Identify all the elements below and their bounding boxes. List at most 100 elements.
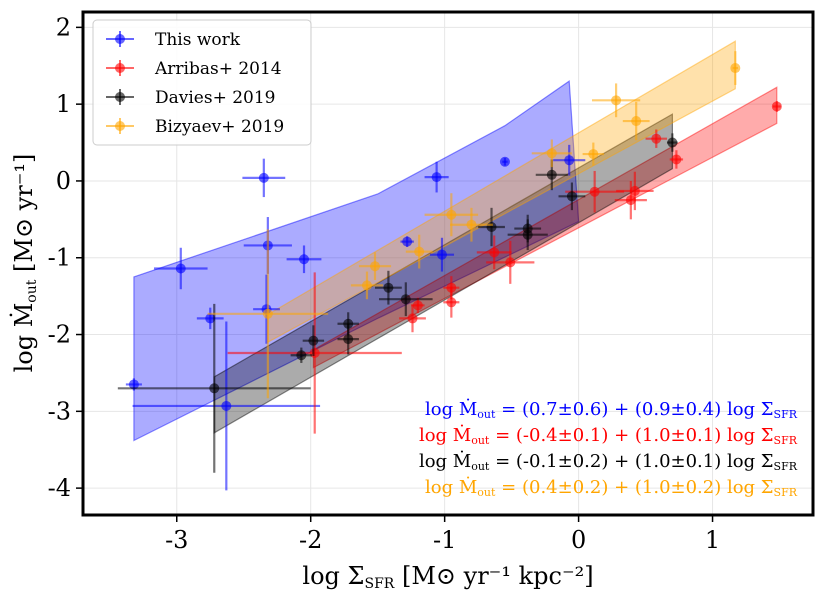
plot-frame <box>81 10 815 517</box>
data-point-davies-2019 <box>117 303 311 473</box>
legend-label-arribas: Arribas+ 2014 <box>154 59 282 79</box>
y-tick-label: 2 <box>56 13 71 41</box>
y-tick-label: 1 <box>56 90 71 118</box>
x-tick-label: 0 <box>571 526 586 554</box>
marker-bizyaev-2019 <box>446 209 457 220</box>
marker-this-work <box>431 172 442 183</box>
marker-bizyaev-2019 <box>730 63 741 74</box>
y-tick-label: 0 <box>56 167 71 195</box>
marker-davies-2019 <box>400 294 411 305</box>
data-point-this-work <box>153 247 208 290</box>
marker-this-work <box>499 156 510 167</box>
data-point-arribas-2014 <box>616 171 654 211</box>
marker-this-work <box>436 249 447 260</box>
fit-annotation-bizyaev-rhs: = (0.4±0.2) + (1.0±0.2) log Σ <box>495 477 773 498</box>
y-axis-label-unit: [M⊙ yr⁻¹] <box>10 154 38 280</box>
marker-davies-2019 <box>343 334 354 345</box>
data-point-bizyaev-2019 <box>582 142 605 166</box>
marker-arribas-2014 <box>489 247 500 258</box>
fit-annotation-bizyaev-lhs: log Ṁ <box>425 475 477 498</box>
legend: This work Arribas+ 2014 Davies+ 2019 Biz… <box>92 19 312 146</box>
marker-arribas-2014 <box>671 154 682 165</box>
y-axis-label-sub: out <box>24 279 40 302</box>
legend-marker-bizyaev-dot <box>115 121 125 131</box>
data-point-bizyaev-2019 <box>730 51 741 85</box>
data-point-arribas-2014 <box>669 150 684 169</box>
fit-annotations: log Ṁout = (0.7±0.6) + (0.9±0.4) log ΣSF… <box>419 397 798 499</box>
x-tick-label: 1 <box>705 526 720 554</box>
marker-bizyaev-2019 <box>466 219 477 230</box>
marker-bizyaev-2019 <box>414 246 425 257</box>
fit-annotation-this-work-sub: out <box>477 408 496 421</box>
data-point-davies-2019 <box>667 133 678 152</box>
marker-davies-2019 <box>546 169 557 180</box>
fit-annotation-davies-sub: out <box>471 460 490 473</box>
marker-arribas-2014 <box>629 185 640 196</box>
y-tick-label: -2 <box>48 321 71 349</box>
fit-annotation-arribas: log Ṁout = (-0.4±0.1) + (1.0±0.1) log ΣS… <box>419 423 798 447</box>
fit-annotation-bizyaev: log Ṁout = (0.4±0.2) + (1.0±0.2) log ΣSF… <box>425 475 798 499</box>
fit-band-this-work <box>133 80 580 442</box>
marker-arribas-2014 <box>771 101 782 112</box>
fit-annotation-this-work-lhs: log Ṁ <box>425 397 477 420</box>
marker-arribas-2014 <box>625 195 636 206</box>
legend-label-bizyaev: Bizyaev+ 2019 <box>155 117 284 137</box>
marker-this-work <box>258 172 269 183</box>
marker-this-work <box>402 236 413 247</box>
data-point-this-work <box>429 237 455 272</box>
data-point-arribas-2014 <box>771 101 782 112</box>
data-point-bizyaev-2019 <box>622 101 650 141</box>
fit-annotation-this-work-sub2: SFR <box>774 408 798 421</box>
marker-this-work <box>205 313 216 324</box>
y-axis-label-main: log Ṁ <box>9 303 38 373</box>
marker-bizyaev-2019 <box>611 95 622 106</box>
marker-bizyaev-2019 <box>588 149 599 160</box>
marker-this-work <box>221 400 232 411</box>
marker-arribas-2014 <box>412 300 423 311</box>
data-point-arribas-2014 <box>227 272 402 434</box>
marker-davies-2019 <box>308 335 319 346</box>
legend-marker-davies-dot <box>115 92 125 102</box>
marker-this-work <box>128 379 139 390</box>
data-point-bizyaev-2019 <box>358 252 392 281</box>
marker-davies-2019 <box>522 223 533 234</box>
data-point-bizyaev-2019 <box>424 193 479 237</box>
marker-davies-2019 <box>296 350 307 361</box>
x-axis-label: log ΣSFR [M⊙ yr⁻¹ kpc⁻²] <box>302 562 593 592</box>
legend-label-davies: Davies+ 2019 <box>155 88 276 108</box>
marker-bizyaev-2019 <box>631 116 642 127</box>
data-point-arribas-2014 <box>399 304 426 333</box>
data-point-davies-2019 <box>514 214 542 243</box>
data-point-arribas-2014 <box>614 180 647 220</box>
data-point-this-work <box>132 321 321 491</box>
data-point-this-work <box>553 144 586 176</box>
y-tick-label: -4 <box>48 474 71 502</box>
fit-annotation-davies-sub2: SFR <box>774 460 798 473</box>
data-point-this-work <box>242 158 286 198</box>
data-point-bizyaev-2019 <box>405 234 433 269</box>
axis-ticks: -3 -2 -1 0 1 -4 -3 -2 -1 0 1 2 <box>48 13 721 554</box>
data-point-bizyaev-2019 <box>207 229 329 399</box>
data-point-bizyaev-2019 <box>531 139 572 168</box>
marker-arribas-2014 <box>651 133 662 144</box>
x-axis-label-main: log Σ <box>302 562 364 590</box>
data-point-bizyaev-2019 <box>591 83 641 118</box>
legend-entry-bizyaev: Bizyaev+ 2019 <box>106 117 284 137</box>
fit-annotation-davies: log Ṁout = (-0.1±0.2) + (1.0±0.1) log ΣS… <box>419 449 798 473</box>
fit-annotation-arribas-rhs: = (-0.4±0.1) + (1.0±0.1) log Σ <box>489 425 773 446</box>
data-point-this-work <box>196 307 224 330</box>
data-point-bizyaev-2019 <box>450 207 493 242</box>
x-axis-label-sub: SFR <box>364 576 394 592</box>
marker-davies-2019 <box>667 137 678 148</box>
marker-bizyaev-2019 <box>546 148 557 159</box>
x-tick-label: -2 <box>299 526 322 554</box>
marker-arribas-2014 <box>309 347 320 358</box>
data-point-arribas-2014 <box>565 170 625 213</box>
marker-davies-2019 <box>383 282 394 293</box>
marker-arribas-2014 <box>505 257 516 268</box>
x-tick-label: -1 <box>433 526 456 554</box>
legend-entry-this-work: This work <box>106 30 241 50</box>
y-tick-label: -3 <box>48 397 71 425</box>
data-point-arribas-2014 <box>645 129 667 148</box>
